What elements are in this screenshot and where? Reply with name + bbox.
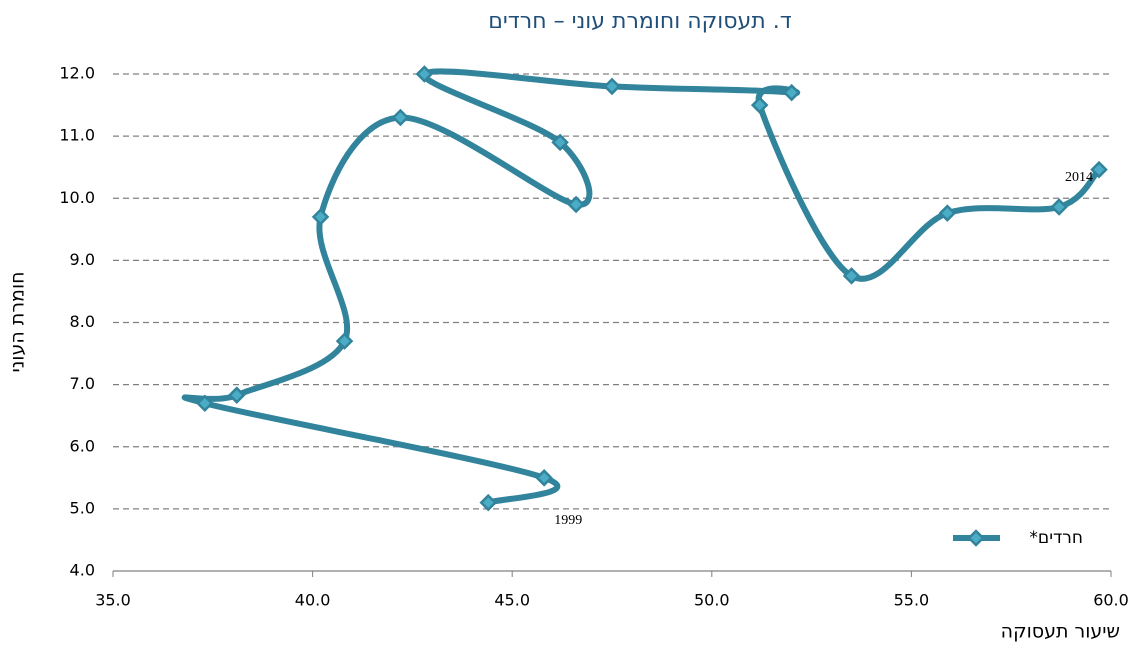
y-tick-label: 10.0	[59, 188, 95, 207]
point-marker	[551, 133, 569, 152]
point-marker	[750, 96, 769, 114]
point-marker	[391, 108, 410, 127]
y-axis-label: חומרת העוני	[7, 271, 29, 372]
annotation: 2014	[1065, 170, 1093, 185]
y-tick-label: 6.0	[70, 436, 95, 455]
legend-label: חרדים*	[1029, 528, 1083, 548]
y-tick-label: 4.0	[70, 561, 95, 580]
point-marker	[938, 204, 957, 222]
series-line	[181, 68, 1103, 506]
y-tick-label: 7.0	[70, 374, 95, 393]
chart-title: ד. תעסוקה וחומרת עוני – חרדים	[488, 9, 791, 34]
x-tick-label: 60.0	[1093, 591, 1129, 610]
y-tick-label: 5.0	[70, 498, 95, 517]
point-marker	[1050, 198, 1068, 216]
point-marker	[227, 386, 246, 404]
x-axis-label: שיעור תעסוקה	[1001, 621, 1120, 643]
y-tick-label: 8.0	[70, 312, 95, 331]
x-tick-label: 50.0	[694, 591, 730, 610]
point-marker	[1090, 160, 1108, 179]
point-marker	[782, 83, 801, 102]
y-tick-label: 9.0	[70, 250, 95, 269]
x-tick-label: 35.0	[95, 591, 131, 610]
point-marker	[196, 394, 214, 413]
point-marker	[567, 195, 585, 214]
point-marker	[535, 469, 553, 487]
x-tick-label: 55.0	[894, 591, 930, 610]
x-tick-label: 40.0	[295, 591, 331, 610]
annotation: 1999	[554, 513, 582, 528]
point-marker	[415, 65, 434, 83]
y-tick-label: 11.0	[59, 126, 95, 145]
point-marker	[335, 332, 354, 350]
point-marker	[603, 77, 621, 96]
legend-marker	[967, 529, 985, 547]
point-marker	[311, 208, 330, 226]
point-marker	[842, 267, 861, 285]
x-tick-label: 45.0	[494, 591, 530, 610]
point-marker	[479, 493, 498, 512]
y-tick-label: 12.0	[59, 64, 95, 83]
